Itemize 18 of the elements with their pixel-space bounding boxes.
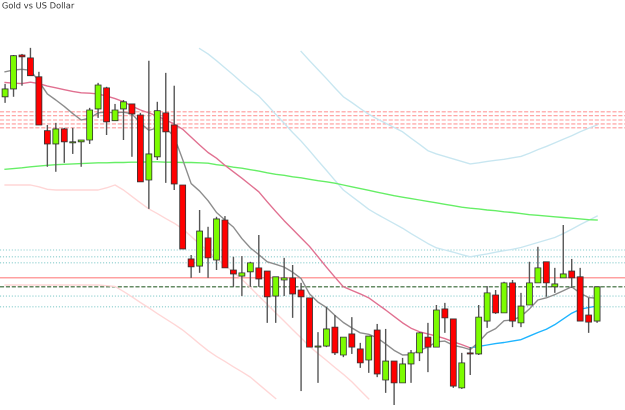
candlestick [365, 335, 372, 374]
candlestick [27, 47, 34, 76]
candlestick [52, 122, 60, 172]
candlestick [568, 258, 576, 289]
candlestick [272, 276, 280, 324]
candlestick [466, 346, 474, 376]
candlestick [44, 124, 51, 168]
candlestick [162, 72, 170, 184]
candlestick [348, 316, 356, 355]
chart-title: Gold vs US Dollar [2, 2, 74, 8]
candlestick [560, 224, 567, 279]
candlestick [78, 139, 85, 168]
candlestick [551, 267, 558, 294]
candlestick [356, 342, 364, 369]
candlestick [246, 261, 254, 288]
candlestick [69, 127, 76, 155]
candlestick [255, 234, 262, 288]
candlestick [60, 127, 68, 164]
